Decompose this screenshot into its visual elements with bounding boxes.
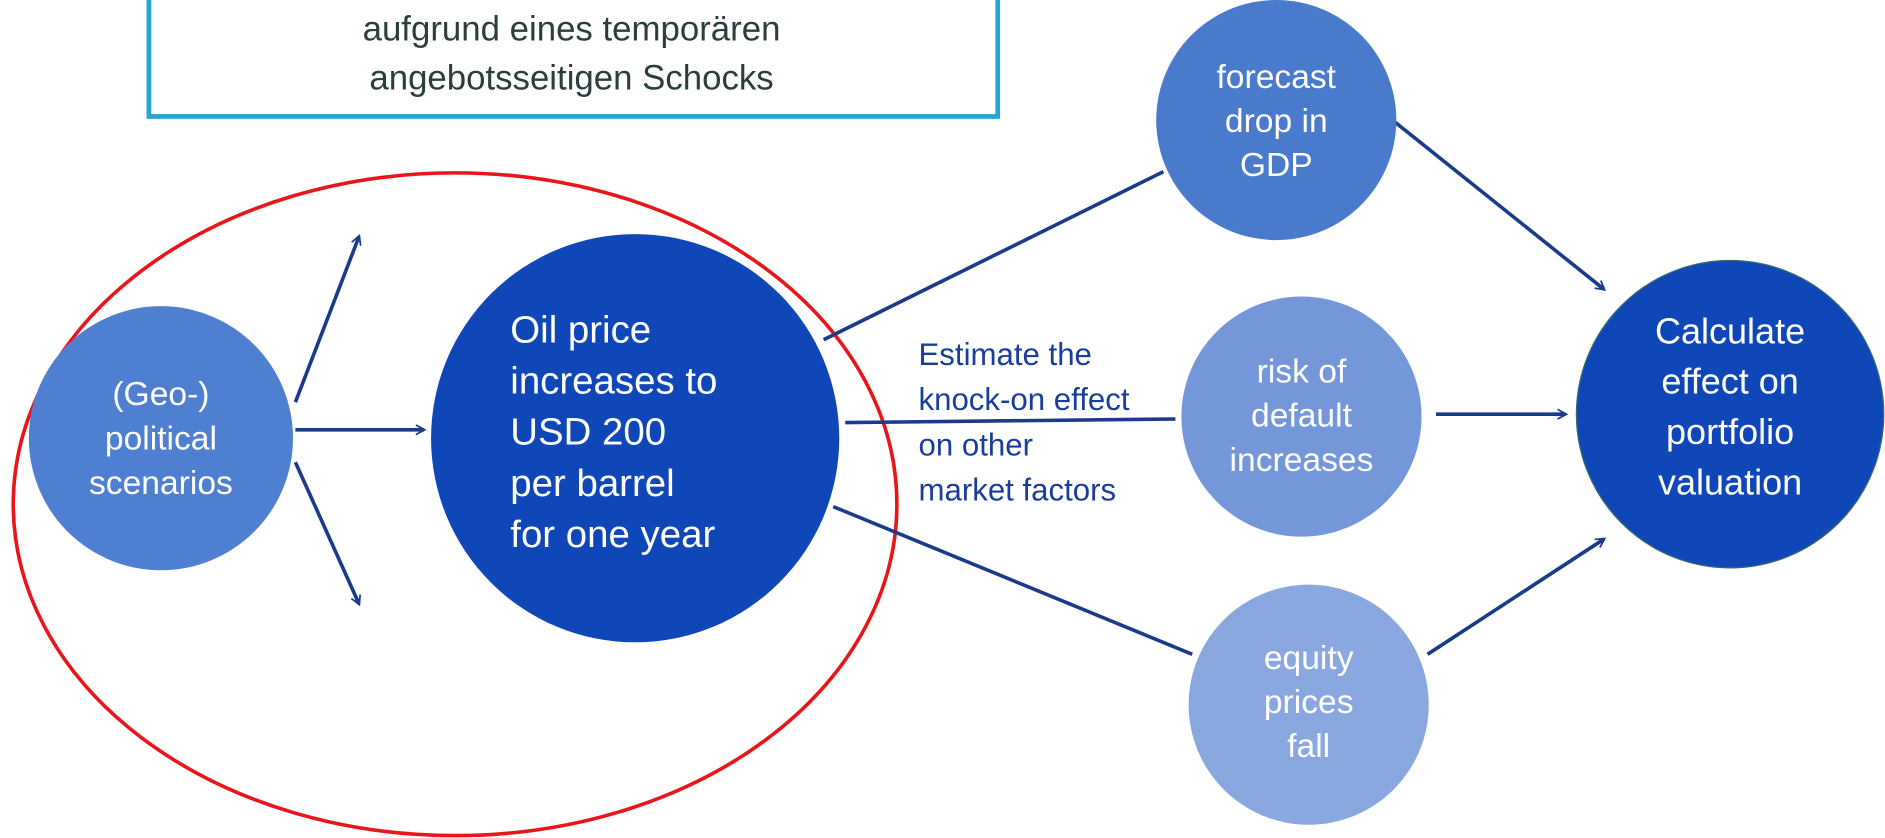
node-label: political bbox=[105, 420, 217, 457]
annotation-text: market factors bbox=[918, 473, 1116, 508]
node-label: Oil price bbox=[510, 309, 651, 352]
node-label: equity bbox=[1264, 640, 1354, 677]
node-circle bbox=[1181, 296, 1422, 537]
note-box bbox=[146, 0, 1001, 119]
texts: aufgrund eines temporären angebotsseitige… bbox=[89, 9, 1805, 764]
node-label: per barrel bbox=[510, 462, 674, 505]
highlight-ellipse bbox=[11, 171, 899, 838]
node-label: valuation bbox=[1658, 462, 1802, 503]
node-circle bbox=[1188, 584, 1429, 825]
node-label: increases bbox=[1230, 442, 1374, 479]
node-circle bbox=[28, 306, 293, 571]
node-label: Calculate bbox=[1655, 310, 1805, 351]
node-label: USD 200 bbox=[510, 411, 666, 454]
node-label: portfolio bbox=[1666, 411, 1794, 452]
arrow bbox=[293, 461, 362, 607]
annotation-text: Estimate the bbox=[918, 337, 1091, 372]
node-circle bbox=[431, 234, 840, 643]
node-label: risk of bbox=[1257, 353, 1347, 390]
node-label: fall bbox=[1287, 728, 1330, 765]
node-circle bbox=[1156, 0, 1397, 241]
node-label: drop in bbox=[1225, 103, 1328, 140]
line bbox=[845, 417, 1176, 425]
arrow bbox=[1386, 115, 1607, 291]
line bbox=[822, 170, 1165, 342]
node-label: for one year bbox=[510, 513, 715, 556]
node-label: forecast bbox=[1216, 59, 1336, 96]
node-label: prices bbox=[1264, 684, 1354, 721]
annotation-text: knock-on effect bbox=[918, 382, 1129, 417]
note-text: aufgrund eines temporären bbox=[363, 9, 781, 48]
node-label: effect on bbox=[1661, 361, 1798, 402]
note-text: angebotsseitigen Schocks bbox=[369, 59, 773, 98]
node-circle bbox=[1575, 259, 1885, 569]
node-label: increases to bbox=[510, 360, 717, 403]
node-label: GDP bbox=[1240, 147, 1313, 184]
line bbox=[832, 504, 1193, 656]
arrow bbox=[1426, 537, 1607, 656]
node-label: (Geo-) bbox=[112, 376, 209, 413]
arrow bbox=[293, 234, 362, 403]
annotation-text: on other bbox=[918, 427, 1032, 462]
node-label: scenarios bbox=[89, 465, 233, 502]
connectors bbox=[293, 115, 1607, 656]
node-label: default bbox=[1251, 398, 1353, 435]
